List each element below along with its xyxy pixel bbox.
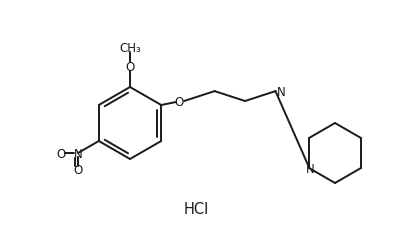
Text: HCl: HCl <box>184 202 209 217</box>
Text: O: O <box>73 164 83 177</box>
Text: N: N <box>306 163 314 176</box>
Text: N: N <box>73 147 83 160</box>
Text: CH₃: CH₃ <box>119 41 141 54</box>
Text: O: O <box>125 61 135 74</box>
Text: N: N <box>277 85 286 98</box>
Text: O: O <box>174 95 184 108</box>
Text: O: O <box>57 147 66 160</box>
